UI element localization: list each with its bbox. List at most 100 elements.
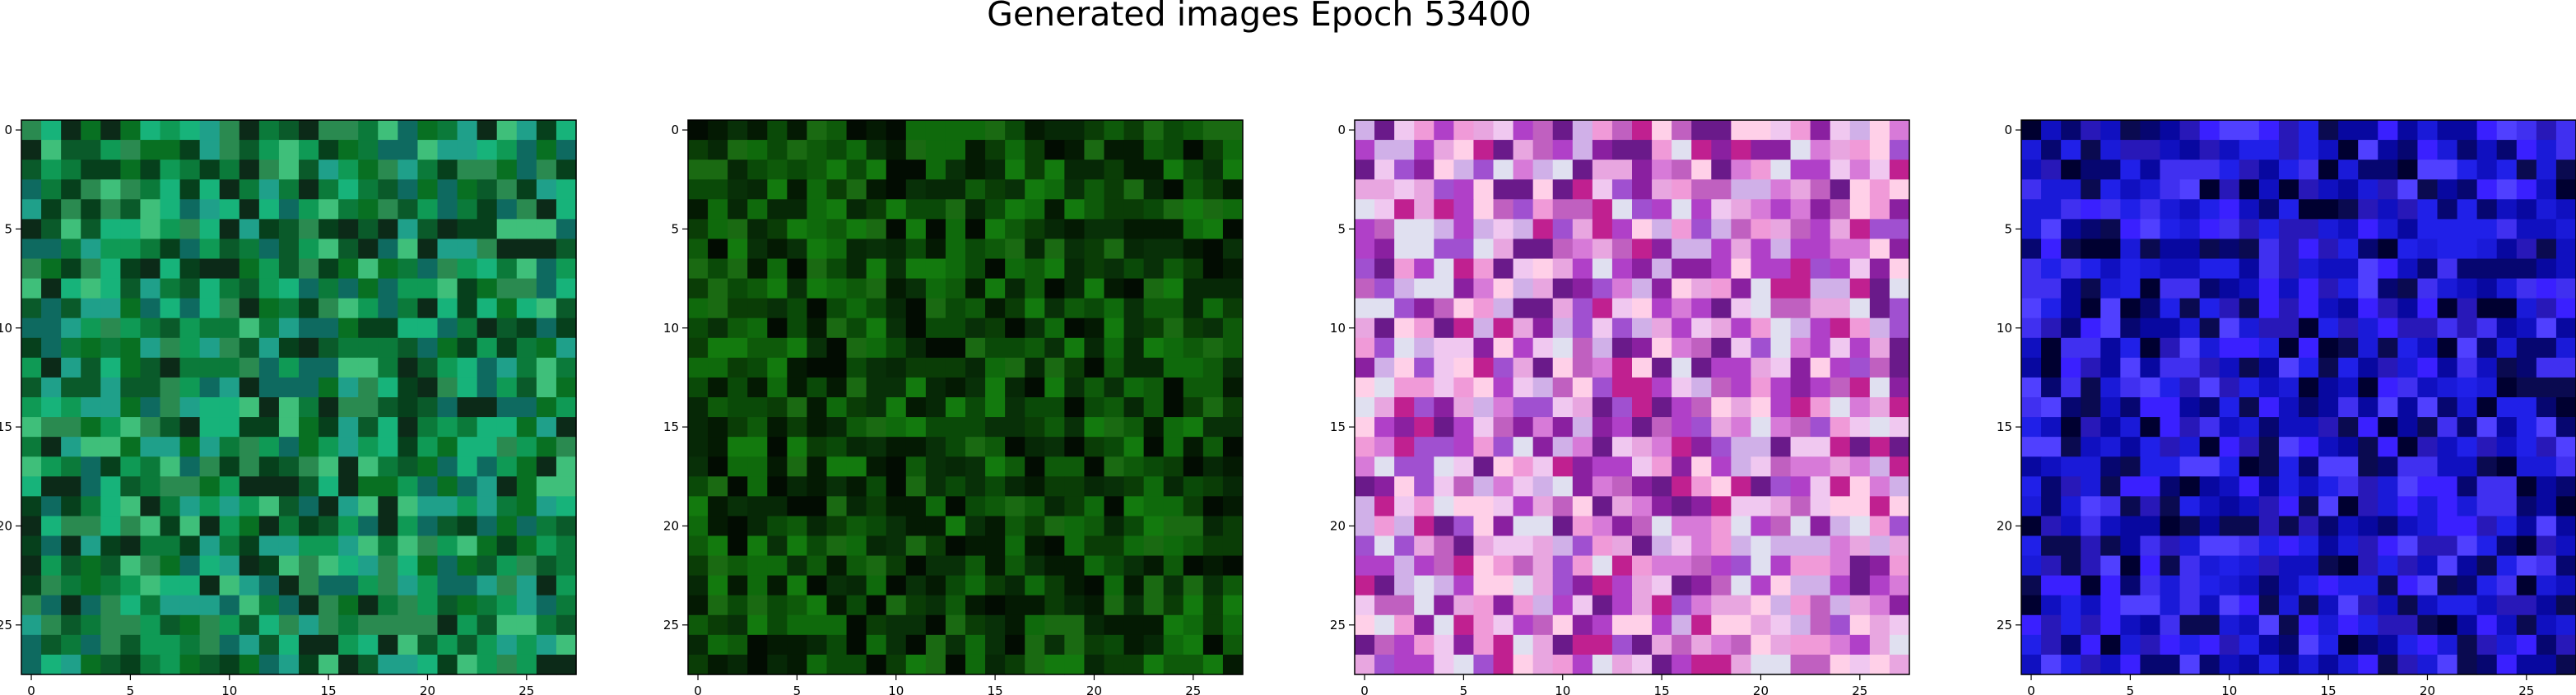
pixel	[2278, 555, 2299, 577]
pixel	[278, 337, 300, 359]
pixel	[767, 199, 788, 220]
pixel	[1632, 120, 1653, 141]
pixel	[2378, 219, 2398, 240]
pixel	[1005, 160, 1025, 180]
pixel	[516, 298, 537, 319]
pixel	[1355, 437, 1375, 457]
pixel	[688, 298, 709, 319]
pixel	[1849, 258, 1871, 280]
pixel	[536, 437, 557, 457]
y-tick-label: 15	[1997, 419, 2012, 434]
pixel	[1770, 239, 1792, 260]
pixel	[2179, 634, 2201, 656]
pixel	[2476, 377, 2498, 398]
pixel	[1493, 278, 1514, 299]
pixel	[437, 239, 458, 260]
pixel	[1810, 278, 1831, 299]
pixel	[2278, 239, 2299, 260]
pixel	[905, 317, 927, 339]
pixel	[688, 516, 709, 537]
pixel	[1731, 258, 1752, 280]
pixel	[2199, 199, 2220, 220]
pixel	[728, 595, 748, 616]
pixel	[2199, 239, 2220, 260]
pixel	[905, 179, 927, 200]
pixel	[2516, 595, 2537, 616]
pixel	[1394, 456, 1415, 477]
pixel	[925, 179, 946, 200]
pixel	[120, 199, 142, 220]
pixel	[965, 417, 986, 438]
pixel	[1592, 179, 1613, 200]
pixel	[2555, 239, 2576, 260]
pixel	[2120, 496, 2141, 517]
pixel	[2258, 219, 2280, 240]
pixel	[1414, 555, 1434, 577]
pixel	[2338, 239, 2359, 260]
pixel	[2219, 575, 2240, 596]
pixel	[1513, 357, 1534, 378]
pixel	[826, 456, 848, 477]
pixel	[2179, 397, 2201, 418]
y-tick-label: 0	[4, 123, 12, 137]
pixel	[1770, 357, 1792, 378]
x-tick-label: 20	[420, 683, 435, 695]
pixel	[2120, 595, 2141, 616]
pixel	[1611, 456, 1633, 477]
pixel	[1143, 614, 1165, 636]
pixel	[1434, 555, 1454, 577]
pixel	[1493, 595, 1514, 616]
pixel	[2397, 160, 2419, 180]
pixel	[536, 120, 557, 141]
pixel	[886, 575, 907, 596]
pixel	[417, 456, 439, 477]
pixel	[2457, 516, 2478, 537]
pixel	[299, 634, 319, 656]
pixel	[358, 614, 379, 636]
pixel	[2278, 417, 2299, 438]
pixel	[536, 337, 557, 359]
pixel	[2457, 417, 2478, 438]
pixel	[199, 258, 221, 280]
pixel	[457, 219, 478, 240]
pixel	[516, 595, 537, 616]
pixel	[179, 120, 201, 141]
pixel	[2278, 160, 2299, 180]
pixel	[239, 476, 260, 497]
pixel	[1222, 417, 1244, 438]
pixel	[1869, 120, 1890, 141]
pixel	[2041, 654, 2062, 675]
pixel	[378, 555, 398, 577]
pixel	[2100, 496, 2121, 517]
pixel	[1005, 258, 1025, 280]
pixel	[2338, 377, 2359, 398]
pixel	[437, 160, 458, 180]
pixel	[985, 120, 1006, 141]
pixel	[2021, 377, 2042, 398]
pixel	[1104, 654, 1125, 675]
pixel	[1183, 160, 1204, 180]
pixel	[516, 278, 537, 299]
pixel	[556, 317, 577, 339]
pixel	[1652, 199, 1672, 220]
pixel	[239, 317, 260, 339]
pixel	[2120, 357, 2141, 378]
pixel	[1183, 298, 1204, 319]
pixel	[160, 219, 181, 240]
pixel	[1183, 120, 1204, 141]
pixel	[1731, 535, 1752, 557]
pixel	[747, 614, 768, 636]
pixel	[826, 120, 848, 141]
pixel	[1790, 278, 1811, 299]
pixel	[886, 179, 907, 200]
pixel	[1532, 634, 1554, 656]
pixel	[2160, 278, 2181, 299]
pixel	[1513, 377, 1534, 398]
pixel	[1592, 120, 1613, 141]
pixel	[2437, 317, 2458, 339]
pixel	[2318, 357, 2339, 378]
pixel	[1044, 337, 1065, 359]
pixel	[1552, 476, 1574, 497]
pixel	[1731, 179, 1752, 200]
pixel	[338, 654, 359, 675]
